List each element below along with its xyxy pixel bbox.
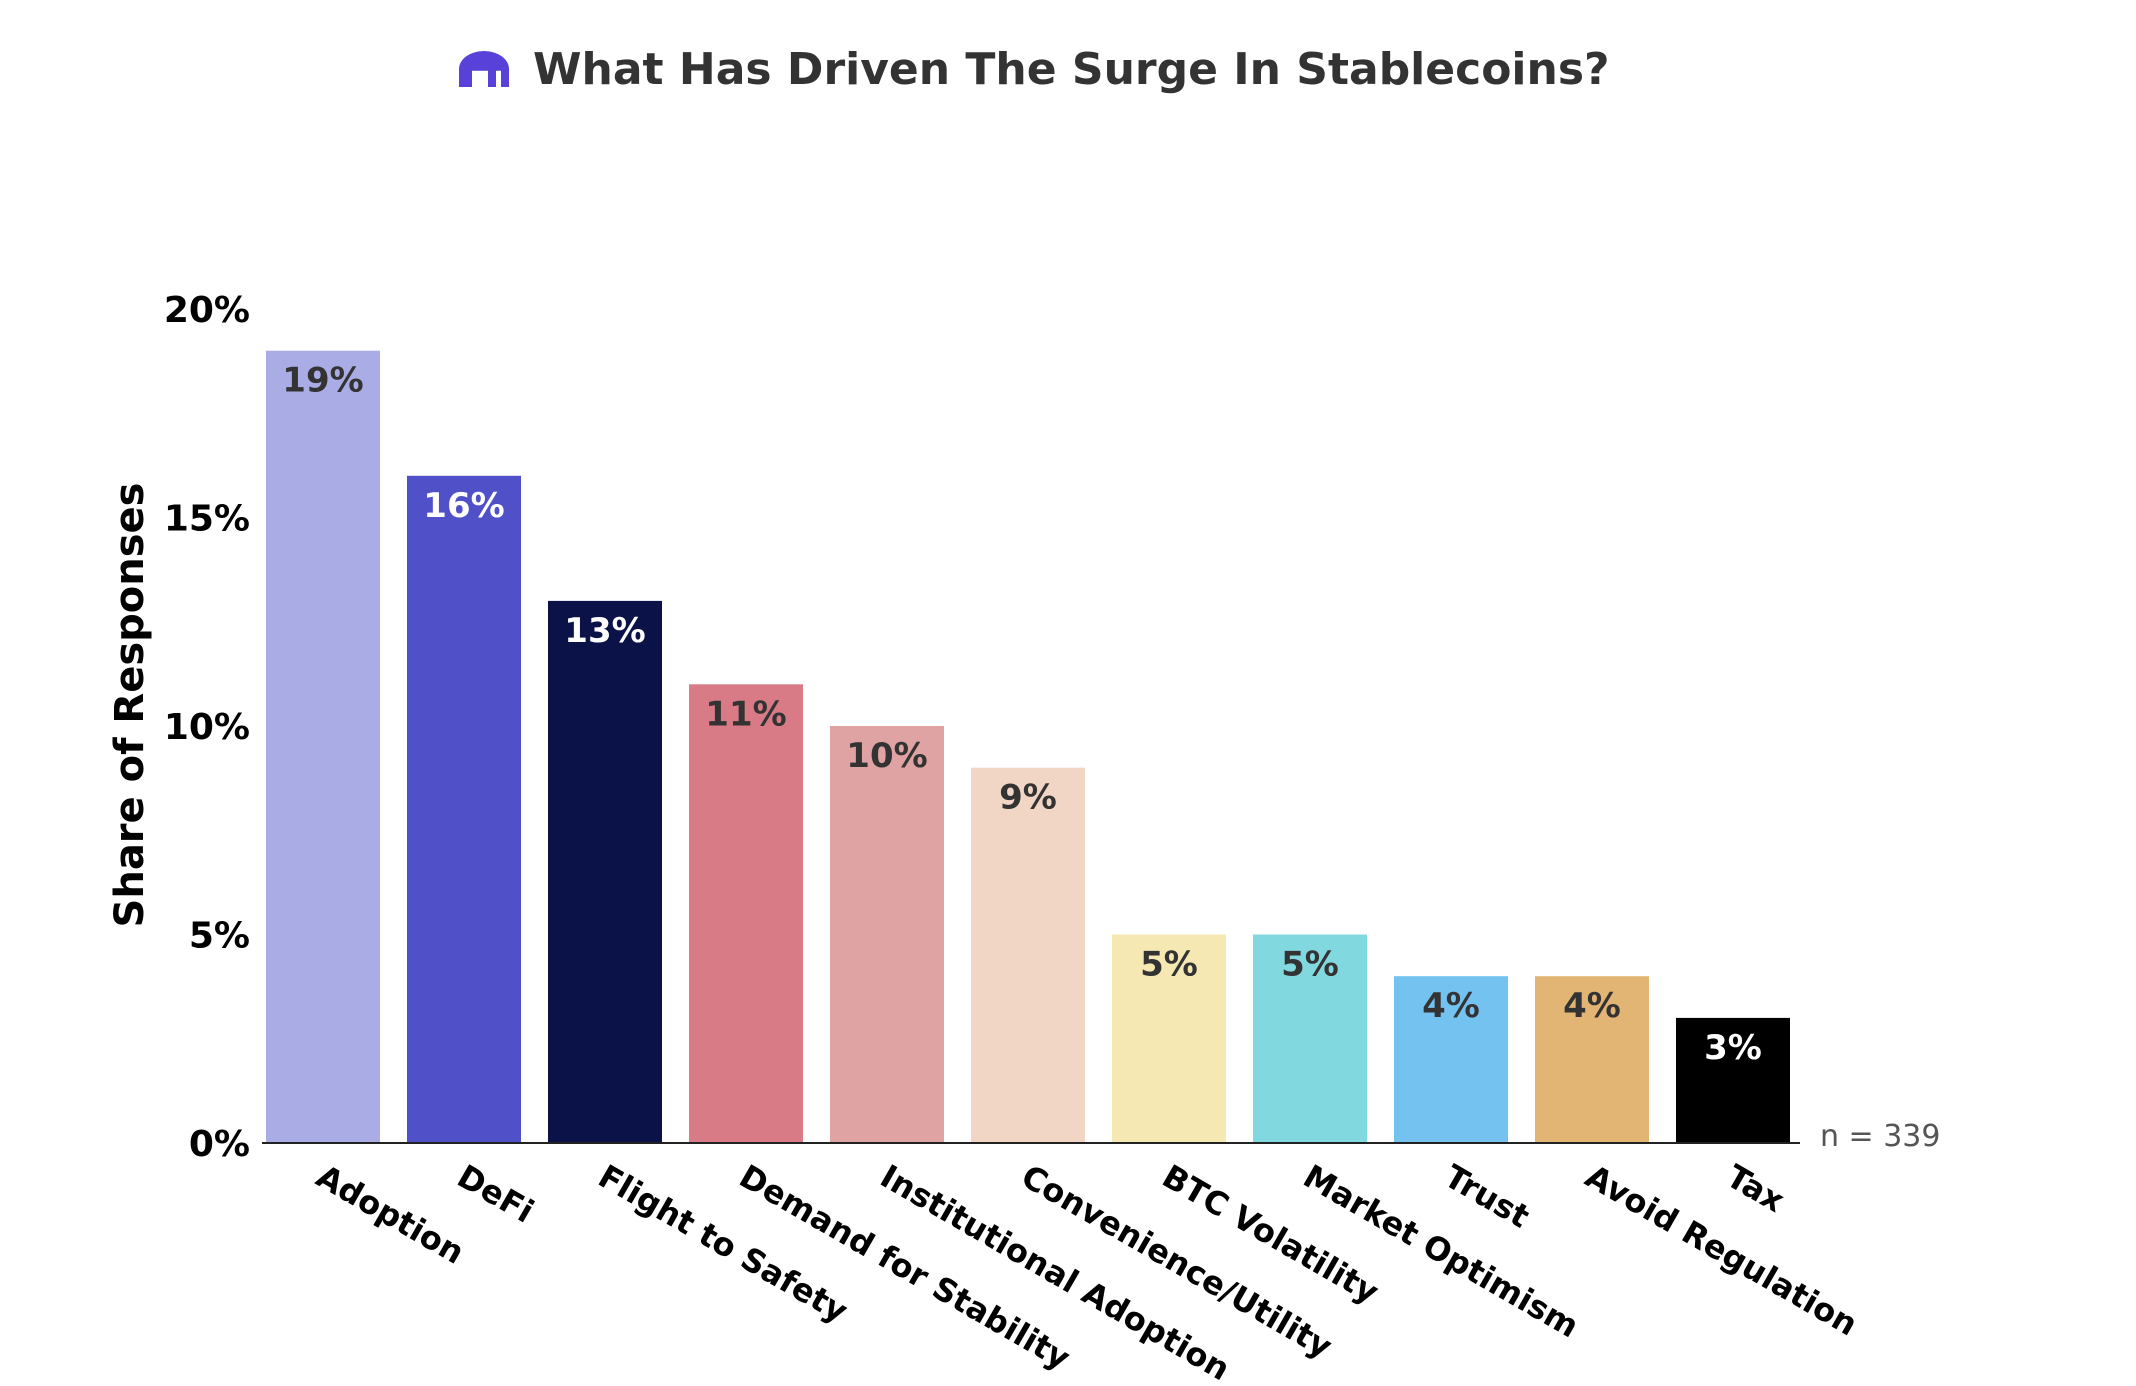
bar <box>1394 976 1508 1143</box>
bar-value-label: 5% <box>1140 945 1198 985</box>
x-tick-label: Trust <box>1438 1157 1536 1236</box>
x-tick-label: DeFi <box>451 1157 540 1230</box>
value-labels: 19% 16% 13% 11% 10% 9% 5% 5% 4% 4% 3% <box>282 361 1762 1068</box>
bar <box>1253 934 1367 1143</box>
bar-value-label: 10% <box>846 736 927 776</box>
bar-value-label: 4% <box>1563 986 1621 1026</box>
bar-value-label: 16% <box>423 486 504 526</box>
bar-value-label: 4% <box>1422 986 1480 1026</box>
bar <box>1112 934 1226 1143</box>
bars <box>266 350 1790 1143</box>
bar-value-label: 3% <box>1704 1028 1762 1068</box>
bar <box>266 350 380 1143</box>
bar-value-label: 5% <box>1281 945 1339 985</box>
bar-value-label: 9% <box>999 778 1057 818</box>
bar <box>830 726 944 1143</box>
bar <box>971 767 1085 1143</box>
chart-header: What Has Driven The Surge In Stablecoins… <box>459 44 1610 95</box>
x-tick-label: Avoid Regulation <box>1579 1157 1864 1343</box>
x-tick-label: Adoption <box>310 1157 471 1272</box>
y-tick-label: 5% <box>189 916 250 957</box>
y-tick-label: 20% <box>164 290 250 331</box>
bar <box>407 475 521 1143</box>
bar-value-label: 13% <box>564 611 645 651</box>
bar <box>1676 1017 1790 1143</box>
bar-value-label: 19% <box>282 361 363 401</box>
kraken-logo-icon <box>459 51 509 87</box>
bar <box>548 600 662 1143</box>
bar <box>689 684 803 1143</box>
bar-value-label: 11% <box>705 694 786 734</box>
y-tick-label: 0% <box>189 1124 250 1165</box>
y-axis-ticks: 0% 5% 10% 15% 20% <box>164 290 250 1165</box>
y-tick-label: 15% <box>164 499 250 540</box>
y-tick-label: 10% <box>164 707 250 748</box>
bar <box>1535 976 1649 1143</box>
sample-size-note: n = 339 <box>1820 1119 1940 1154</box>
y-axis-label: Share of Responses <box>107 483 153 928</box>
x-tick-label: Flight to Safety <box>592 1157 854 1330</box>
x-tick-label: Tax <box>1720 1157 1791 1220</box>
chart-title: What Has Driven The Surge In Stablecoins… <box>533 44 1610 95</box>
